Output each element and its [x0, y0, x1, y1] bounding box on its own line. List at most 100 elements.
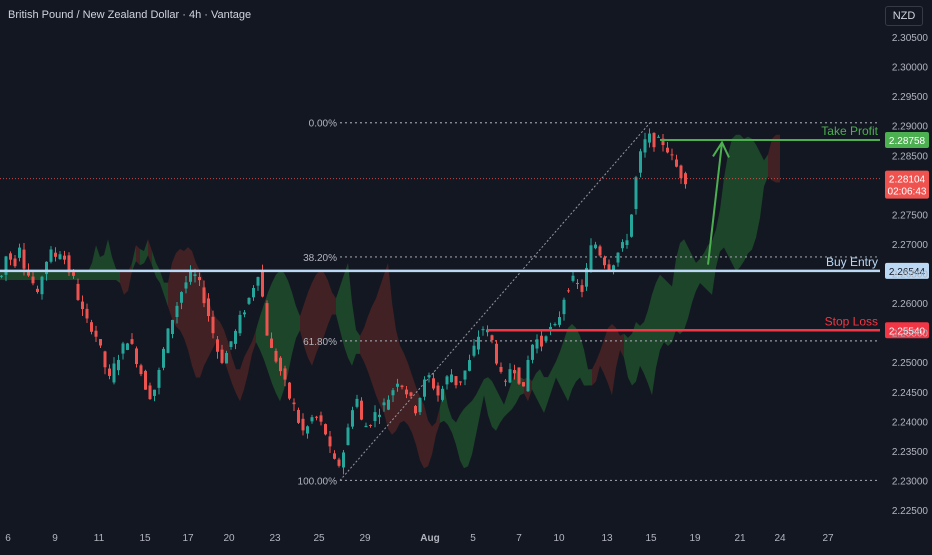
- ichimoku-cloud-segment: [104, 239, 108, 281]
- candle-body: [679, 165, 683, 179]
- candle-body: [342, 452, 345, 468]
- ichimoku-cloud-segment: [376, 286, 380, 406]
- ichimoku-cloud-segment: [388, 262, 392, 435]
- candle-body: [126, 343, 129, 350]
- ichimoku-cloud-segment: [636, 321, 640, 382]
- ichimoku-cloud-segment: [548, 369, 552, 402]
- ichimoku-cloud-segment: [732, 134, 736, 272]
- projection-arrow: [707, 142, 723, 265]
- candle-body: [108, 368, 111, 376]
- ichimoku-cloud-segment: [720, 178, 724, 252]
- candle-body: [175, 305, 179, 318]
- take-profit-price-text: 2.28758: [889, 136, 926, 147]
- currency-button[interactable]: NZD: [885, 6, 923, 26]
- candle-body: [459, 381, 462, 383]
- candle-body: [567, 290, 570, 292]
- ichimoku-cloud-segment: [272, 274, 276, 394]
- ichimoku-cloud-segment: [252, 329, 256, 354]
- candle-body: [472, 345, 476, 356]
- candle-body: [517, 367, 521, 384]
- ichimoku-cloud-segment: [256, 316, 260, 350]
- candle-body: [657, 136, 660, 138]
- ichimoku-cloud-segment: [752, 138, 756, 250]
- take-profit-label: Take Profit: [821, 124, 878, 138]
- candle-body: [130, 339, 134, 344]
- ichimoku-cloud-segment: [504, 392, 508, 417]
- candle-body: [589, 245, 593, 272]
- fib-trendline: [339, 122, 651, 481]
- candle-body: [144, 370, 147, 390]
- ichimoku-cloud-segment: [760, 152, 764, 218]
- candle-body: [220, 349, 224, 363]
- ichimoku-cloud-segment: [484, 377, 488, 416]
- x-axis-tick-label: 17: [182, 533, 194, 544]
- x-axis-tick-label: 11: [94, 533, 105, 544]
- candle-body: [139, 365, 143, 375]
- candle-body: [585, 267, 588, 287]
- ichimoku-cloud-segment: [268, 282, 272, 384]
- ichimoku-cloud-segment: [92, 245, 96, 281]
- candle-body: [508, 369, 512, 383]
- candle-body: [621, 242, 624, 249]
- projection-arrow-head: [712, 140, 730, 158]
- candle-body: [292, 402, 296, 405]
- ichimoku-cloud-segment: [664, 278, 668, 347]
- candle-body: [486, 329, 489, 333]
- candle-body: [4, 256, 8, 275]
- ichimoku-cloud-segment: [244, 349, 248, 390]
- chart-title: British Pound / New Zealand Dollar · 4h …: [8, 9, 252, 21]
- ichimoku-cloud-segment: [592, 361, 596, 386]
- candle-body: [301, 418, 305, 431]
- ichimoku-cloud-segment: [560, 339, 564, 394]
- ichimoku-cloud-segment: [188, 247, 192, 366]
- candle-body: [76, 283, 80, 300]
- ichimoku-cloud-segment: [468, 400, 472, 467]
- candle-body: [166, 328, 170, 353]
- candle-body: [58, 254, 62, 260]
- y-axis-tick-label: 2.24500: [892, 388, 929, 399]
- ichimoku-cloud-segment: [492, 381, 496, 431]
- candle-body: [499, 366, 503, 372]
- ichimoku-cloud-segment: [156, 262, 160, 283]
- candle-body: [265, 303, 269, 336]
- ichimoku-cloud-segment: [748, 136, 752, 254]
- ichimoku-cloud-segment: [100, 254, 104, 281]
- x-axis-tick-label: 15: [645, 533, 657, 544]
- ichimoku-cloud-segment: [352, 302, 356, 366]
- ichimoku-cloud-segment: [596, 351, 600, 382]
- y-axis-tick-label: 2.30500: [892, 33, 929, 44]
- candle-body: [153, 389, 156, 396]
- ichimoku-cloud-segment: [552, 361, 556, 390]
- x-axis-tick-label: 27: [822, 533, 834, 544]
- ichimoku-cloud-segment: [196, 262, 200, 378]
- ichimoku-cloud-segment: [692, 254, 696, 303]
- x-axis-tick-label: 23: [269, 533, 281, 544]
- ichimoku-cloud-segment: [452, 418, 456, 445]
- x-axis-tick-label: 7: [516, 533, 522, 544]
- candle-body: [423, 379, 426, 397]
- ichimoku-cloud-segment: [744, 136, 748, 262]
- ichimoku-cloud-segment: [240, 357, 244, 402]
- ichimoku-cloud-segment: [16, 271, 20, 281]
- ichimoku-cloud-segment: [680, 239, 684, 335]
- ichimoku-cloud-segment: [584, 349, 588, 386]
- ichimoku-cloud-segment: [140, 249, 144, 266]
- candle-body: [40, 276, 44, 295]
- candle-body: [625, 240, 629, 245]
- candle-body: [495, 343, 498, 364]
- candle-body: [333, 453, 336, 459]
- candle-body: [346, 427, 350, 446]
- candle-body: [634, 177, 638, 209]
- fib-level-label: 100.00%: [298, 476, 338, 487]
- ichimoku-cloud-segment: [276, 270, 280, 402]
- candle-body: [319, 415, 323, 422]
- ichimoku-cloud-segment: [728, 138, 732, 264]
- candle-body: [90, 322, 93, 332]
- ichimoku-cloud-segment: [604, 327, 608, 384]
- ichimoku-cloud-segment: [136, 245, 140, 266]
- ichimoku-cloud-segment: [172, 253, 176, 327]
- ichimoku-cloud-segment: [80, 271, 84, 281]
- ichimoku-cloud-segment: [48, 271, 52, 281]
